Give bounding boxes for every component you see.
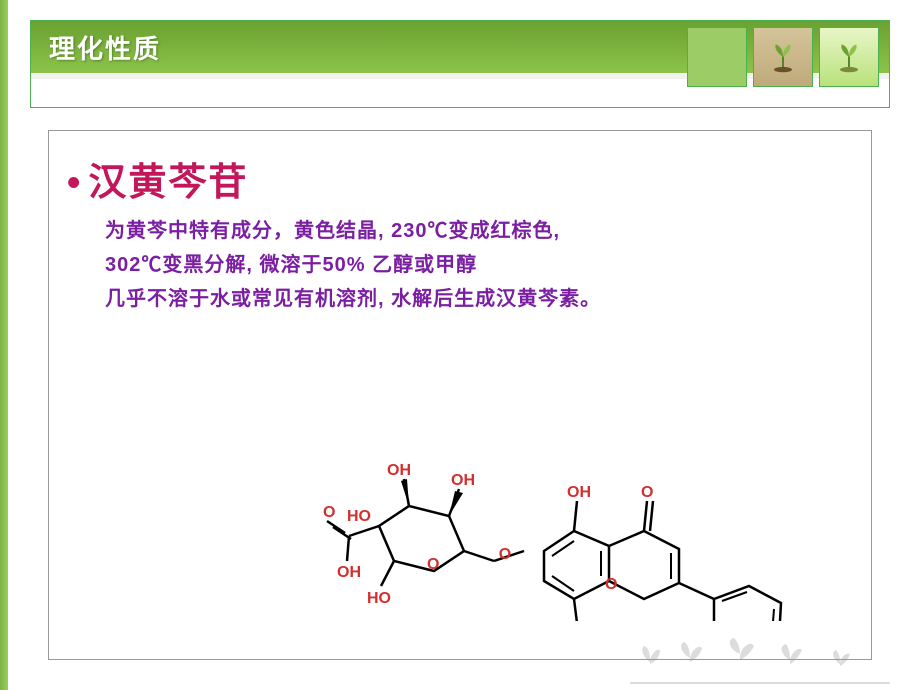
- compound-heading-row: • 汉黄芩苷: [67, 151, 853, 206]
- atom-O: O: [427, 556, 439, 573]
- content-panel: • 汉黄芩苷 为黄芩中特有成分，黄色结晶, 230℃变成红棕色, 302℃变黑分…: [48, 130, 872, 660]
- header-bar: 理化性质: [30, 20, 890, 108]
- page-title: 理化性质: [49, 29, 161, 66]
- atom-O: O: [641, 484, 653, 501]
- tile-sprout-1: [753, 27, 813, 87]
- sprout-icon: [831, 39, 867, 75]
- sprout-icon: [765, 39, 801, 75]
- atom-HO: HO: [347, 508, 371, 525]
- slide: 理化性质 •: [0, 0, 920, 690]
- bullet-icon: •: [67, 164, 80, 202]
- desc-line-1: 为黄芩中特有成分，黄色结晶, 230℃变成红棕色,: [105, 214, 853, 248]
- molecular-structure-diagram: O O OH OH OH HO O OH O O O HO H₃C: [309, 361, 849, 621]
- tile-blank: [687, 27, 747, 87]
- description-block: 为黄芩中特有成分，黄色结晶, 230℃变成红棕色, 302℃变黑分解, 微溶于5…: [105, 214, 853, 316]
- tile-sprout-2: [819, 27, 879, 87]
- atom-O: O: [605, 576, 617, 593]
- footer-plants-icon: [630, 634, 890, 684]
- desc-line-3: 几乎不溶于水或常见有机溶剂, 水解后生成汉黄芩素。: [105, 282, 853, 316]
- header-icon-tiles: [687, 27, 879, 87]
- desc-line-2: 302℃变黑分解, 微溶于50% 乙醇或甲醇: [105, 248, 853, 282]
- atom-O: O: [499, 546, 511, 563]
- atom-OH: OH: [451, 472, 475, 489]
- atom-HO: HO: [367, 590, 391, 607]
- atom-OH: OH: [387, 462, 411, 479]
- compound-name: 汉黄芩苷: [88, 151, 248, 206]
- left-accent-stripe: [0, 0, 8, 690]
- atom-O: O: [323, 504, 335, 521]
- atom-OH: OH: [337, 564, 361, 581]
- atom-OH: OH: [567, 484, 591, 501]
